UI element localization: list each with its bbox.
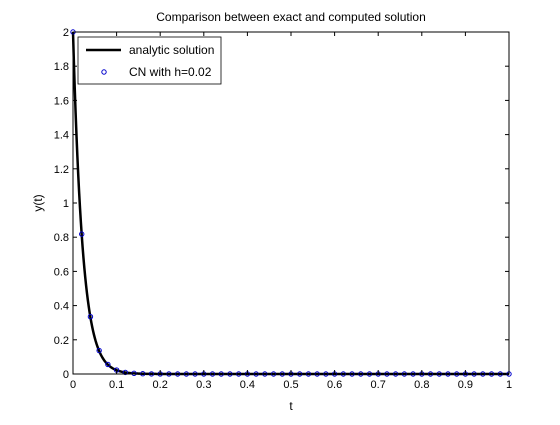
x-tick-label: 0.3 <box>196 379 211 391</box>
data-point-cn <box>105 361 111 368</box>
x-tick-label: 0.5 <box>283 379 298 391</box>
y-tick-label: 1 <box>63 198 69 210</box>
y-tick-label: 1.2 <box>54 164 69 176</box>
y-axis-ticks: 0 0.2 0.4 0.6 0.8 1 1.2 1.4 1.6 1.8 2 <box>54 27 509 381</box>
data-point-cn <box>131 370 137 377</box>
y-tick-label: 0 <box>63 369 69 381</box>
y-tick-label: 1.6 <box>54 95 69 107</box>
x-tick-label: 0.4 <box>240 379 255 391</box>
data-point-cn <box>96 347 102 354</box>
x-tick-label: 0.8 <box>414 379 429 391</box>
x-tick-label: 0.6 <box>327 379 342 391</box>
x-tick-label: 0 <box>70 379 76 391</box>
y-axis-title: y(t) <box>31 194 45 211</box>
legend-label-analytic: analytic solution <box>129 43 214 57</box>
plot-area-background <box>73 32 509 374</box>
data-point-cn <box>87 314 94 320</box>
y-tick-label: 0.2 <box>54 335 69 347</box>
legend-marker-sample <box>101 69 107 75</box>
data-point-cn <box>79 231 85 237</box>
y-tick-label: 0.8 <box>54 232 69 244</box>
x-tick-label: 0.1 <box>109 379 124 391</box>
legend-label-cn: CN with h=0.02 <box>129 65 212 79</box>
x-axis-title: t <box>289 399 293 413</box>
x-tick-label: 1 <box>506 379 512 391</box>
x-tick-label: 0.2 <box>153 379 168 391</box>
y-tick-label: 1.4 <box>54 130 69 142</box>
data-point-cn <box>122 369 129 376</box>
y-tick-label: 0.6 <box>54 266 69 278</box>
y-tick-label: 1.8 <box>54 61 69 73</box>
chart-title: Comparison between exact and computed so… <box>156 10 426 24</box>
x-tick-label: 0.7 <box>371 379 386 391</box>
legend: analytic solution CN with h=0.02 <box>77 36 222 85</box>
legend-box <box>77 36 222 85</box>
x-axis-ticks: 0 0.1 0.2 0.3 0.4 0.5 0.6 0.7 0.8 0.9 1 <box>70 32 512 391</box>
x-tick-label: 0.9 <box>458 379 473 391</box>
y-tick-label: 2 <box>63 27 69 39</box>
y-tick-label: 0.4 <box>54 301 69 313</box>
plot-frame <box>72 31 510 375</box>
